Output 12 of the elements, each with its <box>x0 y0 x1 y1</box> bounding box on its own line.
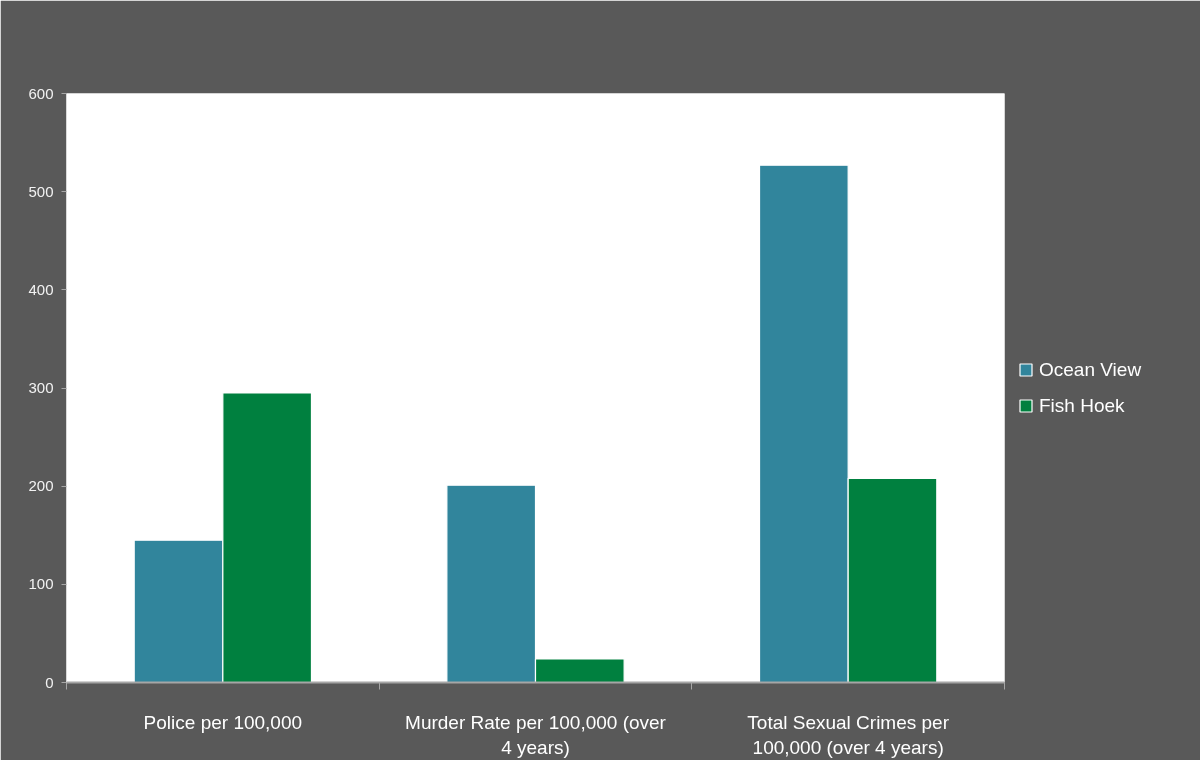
legend-label: Ocean View <box>1039 358 1142 381</box>
y-tick-label: 200 <box>28 477 54 495</box>
y-tick-label: 600 <box>28 84 54 102</box>
legend-label: Fish Hoek <box>1039 394 1125 417</box>
x-tick-label: Police per 100,000 <box>143 711 303 733</box>
y-tick-label: 400 <box>28 280 54 298</box>
y-tick-label: 300 <box>28 379 54 396</box>
y-tick-label: 0 <box>45 673 54 691</box>
y-tick-label: 500 <box>28 182 54 200</box>
x-tick-label: Total Sexual Crimes per 100,000 (over 4 years) <box>747 711 950 758</box>
y-tick-label: 100 <box>28 575 54 593</box>
x-tick-label: Murder Rate per 100,000 (over 4 years) <box>405 711 667 758</box>
